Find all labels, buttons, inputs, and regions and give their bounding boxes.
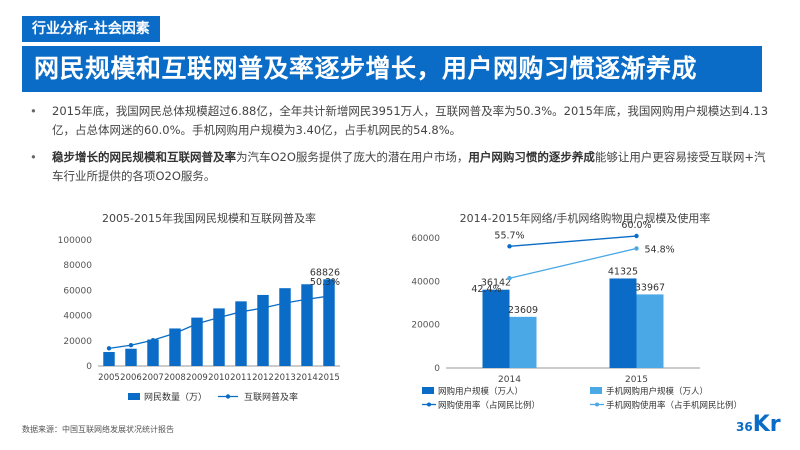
- data-label: 68826: [310, 267, 340, 278]
- bullet-list: • 2015年底，我国网民总体规模超过6.88亿，全年共计新增网民3951万人，…: [30, 102, 775, 194]
- line-point: [172, 331, 178, 336]
- line-point: [304, 297, 310, 302]
- legend-label: 手机网购使用率（占手机网民比例）: [606, 400, 742, 411]
- data-label: 60.0%: [621, 220, 651, 231]
- bullet-dot-icon: •: [30, 150, 37, 164]
- y-tick-label: 20000: [63, 337, 92, 347]
- bar: [279, 288, 291, 366]
- line-point: [507, 244, 512, 249]
- bullet-item: • 2015年底，我国网民总体规模超过6.88亿，全年共计新增网民3951万人，…: [30, 102, 775, 140]
- bullet-bold-text: 用户网购习惯的逐步养成: [468, 150, 595, 164]
- x-tick-label: 2014: [498, 375, 521, 385]
- x-tick-label: 2007: [142, 373, 164, 383]
- data-label: 50.3%: [310, 277, 340, 288]
- bar: [125, 348, 137, 366]
- legend-swatch: [422, 387, 434, 394]
- y-tick-label: 0: [434, 364, 440, 374]
- y-tick-label: 60000: [63, 286, 92, 296]
- legend-label: 手机网购用户规模（万人）: [606, 386, 708, 397]
- y-tick-label: 80000: [63, 261, 92, 271]
- line-point: [106, 346, 112, 351]
- bullet-text: 为汽车O2O服务提供了庞大的潜在用户市场，: [236, 150, 469, 164]
- line-point: [150, 337, 156, 343]
- line-point: [216, 315, 222, 320]
- x-tick-label: 2005: [98, 373, 120, 383]
- x-tick-label: 2014: [296, 373, 318, 383]
- data-label: 33967: [635, 282, 665, 293]
- line-point: [326, 293, 332, 299]
- section-tag: 行业分析-社会因素: [22, 16, 160, 42]
- line-point: [634, 233, 639, 239]
- series-line: [509, 247, 637, 279]
- y-tick-label: 40000: [411, 277, 440, 287]
- line-point: [507, 276, 512, 281]
- x-tick-label: 2008: [164, 373, 186, 383]
- line-point: [194, 321, 200, 326]
- data-label: 36142: [481, 278, 511, 289]
- data-label: 23609: [508, 305, 538, 316]
- line-point: [128, 343, 134, 348]
- bar: [482, 289, 510, 368]
- chart-title: 2014-2015年网络/手机网络购物用户规模及使用率: [460, 211, 711, 225]
- brand-logo: 36Kr: [736, 412, 781, 437]
- legend-label: 网购使用率（占网民比例）: [438, 400, 540, 411]
- x-tick-label: 2011: [230, 373, 252, 383]
- bar: [147, 339, 159, 366]
- bullet-text: 能够让用户更容易接受互联网+汽车行业所提供的各项O2O服务。: [52, 150, 766, 183]
- bullet-item: • 稳步增长的网民规模和互联网普及率为汽车O2O服务提供了庞大的潜在用户市场，用…: [30, 148, 775, 186]
- bar: [301, 284, 313, 366]
- x-tick-label: 2013: [274, 373, 296, 383]
- line-point: [634, 246, 639, 251]
- page-title: 网民规模和互联网普及率逐步增长，用户网购习惯逐渐养成: [22, 46, 762, 92]
- bar: [213, 308, 225, 366]
- x-tick-label: 2009: [186, 373, 208, 383]
- legend-marker: [595, 402, 599, 407]
- bar: [609, 278, 637, 368]
- bar: [509, 316, 537, 368]
- x-tick-label: 2015: [318, 373, 340, 383]
- legend-swatch: [128, 393, 140, 400]
- x-tick-label: 2012: [252, 373, 274, 383]
- chart-online-shopping: 2014-2015年网络/手机网络购物用户规模及使用率 0 20000 40000 60…: [411, 211, 742, 411]
- legend-label: 网民数量（万）: [144, 391, 207, 403]
- y-tick-label: 20000: [411, 321, 440, 331]
- line-point: [238, 309, 244, 315]
- bullet-bold-text: 稳步增长的网民规模和互联网普及率: [52, 150, 236, 164]
- x-tick-label: 2010: [208, 373, 230, 383]
- bar: [636, 294, 664, 368]
- x-tick-label: 2006: [120, 373, 142, 383]
- y-tick-label: 60000: [411, 234, 440, 244]
- legend-marker: [427, 402, 431, 407]
- data-label: 42.4%: [471, 284, 501, 295]
- data-label: 54.8%: [645, 244, 675, 255]
- bullet-dot-icon: •: [30, 104, 37, 118]
- data-label: 55.7%: [494, 230, 524, 241]
- y-tick-label: 40000: [63, 312, 92, 322]
- bar: [191, 317, 203, 366]
- source-note: 数据来源：中国互联网络发展状况统计报告: [22, 425, 174, 434]
- logo-kr: Kr: [752, 412, 781, 437]
- data-label: 41325: [608, 266, 638, 277]
- legend-marker: [225, 394, 231, 399]
- line-point: [260, 305, 266, 311]
- y-tick-label: 0: [86, 362, 92, 372]
- legend-label: 互联网普及率: [244, 391, 298, 403]
- x-tick-label: 2015: [625, 375, 648, 385]
- chart-title: 2005-2015年我国网民规模和互联网普及率: [102, 211, 316, 225]
- bar: [169, 328, 181, 366]
- legend-swatch: [590, 387, 602, 394]
- chart-netizen-scale: 2005-2015年我国网民规模和互联网普及率 0 20000 40000 60000 8…: [58, 211, 340, 403]
- legend-label: 网购用户规模（万人）: [438, 386, 523, 397]
- series-line: [509, 235, 637, 247]
- bar: [103, 352, 115, 366]
- line-point: [282, 300, 288, 306]
- y-tick-label: 100000: [58, 236, 93, 246]
- bullet-text: 2015年底，我国网民总体规模超过6.88亿，全年共计新增网民3951万人，互联…: [52, 104, 769, 137]
- bar: [323, 279, 335, 366]
- logo-number: 36: [736, 420, 753, 434]
- bar: [257, 294, 269, 366]
- bar: [235, 301, 247, 366]
